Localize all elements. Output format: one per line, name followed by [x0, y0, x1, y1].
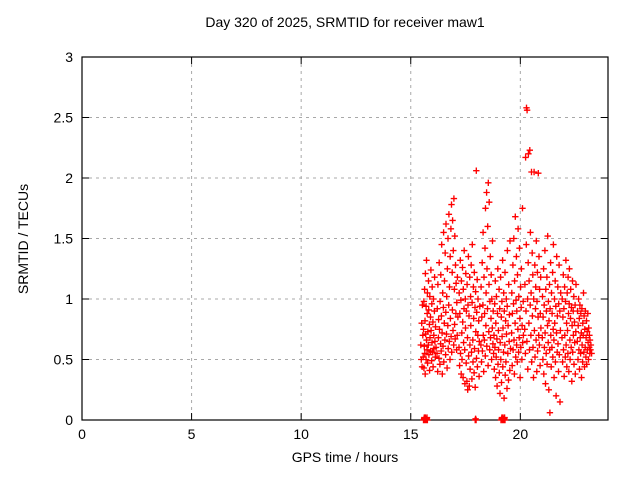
- y-tick-label: 2: [65, 170, 73, 186]
- y-tick-label: 2.5: [54, 110, 74, 126]
- x-axis-label: GPS time / hours: [291, 449, 399, 465]
- y-tick-label: 0: [65, 412, 73, 428]
- x-tick-label: 5: [188, 426, 196, 442]
- x-tick-label: 20: [513, 426, 529, 442]
- y-tick-label: 3: [65, 49, 73, 65]
- chart-title: Day 320 of 2025, SRMTID for receiver maw…: [205, 14, 485, 30]
- x-tick-label: 10: [293, 426, 309, 442]
- x-tick-label: 0: [78, 426, 86, 442]
- x-tick-label: 15: [403, 426, 419, 442]
- data-points-SRMTID: [417, 104, 595, 424]
- y-tick-label: 1: [65, 291, 73, 307]
- y-tick-label: 0.5: [54, 352, 74, 368]
- y-tick-label: 1.5: [54, 231, 74, 247]
- plot-border: [81, 56, 609, 421]
